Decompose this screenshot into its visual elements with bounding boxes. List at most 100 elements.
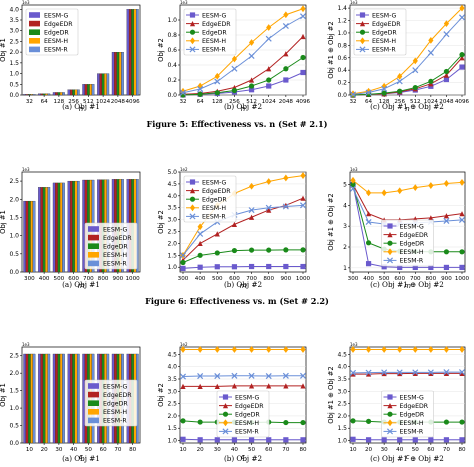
y-tick-label: 4.0 bbox=[337, 364, 347, 371]
legend-label: EESM-G bbox=[202, 12, 227, 19]
bar bbox=[25, 200, 29, 273]
data-point bbox=[458, 216, 466, 223]
data-point bbox=[443, 72, 450, 78]
bar bbox=[28, 200, 31, 273]
y-axis-label: Obj #1 ⊕ Obj #2 bbox=[327, 21, 335, 78]
bar bbox=[47, 353, 51, 444]
y-tick-label: 1.2 bbox=[337, 18, 347, 25]
data-point bbox=[266, 437, 272, 443]
data-point bbox=[266, 66, 272, 72]
legend-label: EESM-H bbox=[44, 38, 68, 45]
data-point bbox=[427, 369, 434, 376]
data-point bbox=[231, 372, 238, 379]
legend-label: EESM-H bbox=[103, 252, 127, 259]
data-point bbox=[283, 346, 289, 353]
y-tick-label: 2.0 bbox=[337, 413, 347, 420]
bar bbox=[38, 93, 41, 96]
legend-swatch bbox=[88, 260, 99, 267]
bar bbox=[99, 73, 103, 96]
x-tick-label: 300 bbox=[178, 276, 189, 282]
x-tick-label: 4096 bbox=[296, 99, 311, 105]
data-point bbox=[412, 264, 418, 271]
legend-marker bbox=[387, 403, 393, 409]
data-point bbox=[299, 372, 307, 379]
legend-label: EESM-G bbox=[372, 12, 397, 19]
chart-panel: 1e2 1.0 1.5 2.0 2.5 3.0 3.5 4.0 4.5 Obj #2 c 10 20 30… bbox=[157, 342, 307, 461]
x-tick-label: 1000 bbox=[126, 276, 141, 282]
y-tick-label: 4 bbox=[343, 202, 347, 209]
bar bbox=[47, 93, 51, 96]
chart-panel: 1e3 0.0 0.2 0.4 0.6 0.8 1.0 Obj #2 n 32 64 128 256 51… bbox=[157, 0, 311, 113]
data-point bbox=[443, 217, 450, 224]
data-point bbox=[248, 77, 255, 83]
data-point bbox=[299, 13, 307, 20]
bar bbox=[97, 73, 100, 96]
bar bbox=[114, 52, 117, 96]
data-point bbox=[180, 346, 186, 353]
legend-marker bbox=[189, 46, 196, 53]
data-point bbox=[459, 211, 465, 217]
data-point bbox=[180, 418, 186, 424]
legend-swatch bbox=[88, 234, 99, 241]
data-point bbox=[397, 72, 403, 80]
bar bbox=[77, 180, 80, 273]
x-tick-label: 400 bbox=[195, 276, 206, 282]
data-point bbox=[214, 383, 220, 389]
data-point bbox=[179, 89, 187, 96]
x-tick-label: 40 bbox=[396, 447, 404, 453]
y-tick-label: 4.0 bbox=[167, 364, 177, 371]
legend-marker bbox=[222, 403, 229, 409]
series-line bbox=[353, 372, 462, 375]
x-tick-label: 20 bbox=[41, 447, 49, 453]
x-axis-label: m bbox=[404, 282, 411, 290]
data-point bbox=[428, 370, 434, 376]
legend-marker bbox=[189, 179, 196, 185]
x-tick-label: 2048 bbox=[439, 99, 454, 105]
data-point bbox=[197, 264, 203, 270]
data-point bbox=[350, 418, 356, 424]
x-tick-label: 30 bbox=[214, 447, 222, 453]
y-tick-label: 3.0 bbox=[167, 217, 177, 224]
data-point bbox=[459, 370, 465, 376]
data-point bbox=[300, 69, 306, 76]
x-axis-label: m bbox=[78, 282, 85, 290]
x-tick-label: 70 bbox=[114, 447, 122, 453]
data-point bbox=[365, 218, 372, 226]
data-point bbox=[381, 90, 387, 96]
legend-label: EESM-G bbox=[202, 179, 227, 186]
legend-label: EdgeDR bbox=[400, 241, 425, 248]
y-tick-label: 0.8 bbox=[337, 42, 347, 49]
x-tick-label: 600 bbox=[394, 276, 405, 282]
y-tick-label: 0.2 bbox=[337, 80, 347, 87]
y-tick-label: 1.5 bbox=[167, 425, 177, 432]
bar bbox=[104, 73, 107, 96]
data-point bbox=[459, 419, 465, 425]
legend-swatch bbox=[88, 383, 99, 389]
bar bbox=[89, 84, 93, 96]
chart-panel: 1e3 0.0 0.5 1.0 1.5 2.0 2.5 3.0 3.5 4.0 Obj #1 n 32 6… bbox=[0, 0, 141, 113]
data-point bbox=[283, 383, 289, 389]
axis-offset-text: 1e3 bbox=[350, 0, 358, 5]
data-point bbox=[248, 83, 255, 89]
legend-marker bbox=[387, 248, 393, 256]
y-tick-label: 2.0 bbox=[9, 49, 19, 56]
data-point bbox=[283, 77, 289, 83]
bar bbox=[23, 94, 26, 96]
bar bbox=[84, 84, 88, 96]
data-point bbox=[300, 195, 306, 201]
data-point bbox=[350, 371, 356, 377]
y-tick-label: 4.0 bbox=[9, 6, 19, 13]
data-point bbox=[197, 85, 204, 93]
y-tick-label: 2.5 bbox=[9, 353, 19, 360]
data-point bbox=[381, 82, 387, 90]
legend-label: EESM-H bbox=[400, 249, 424, 256]
y-tick-label: 1.5 bbox=[9, 214, 19, 221]
x-tick-label: 900 bbox=[441, 276, 452, 282]
data-point bbox=[365, 369, 372, 376]
bar bbox=[52, 353, 56, 444]
x-tick-label: 10 bbox=[26, 447, 34, 453]
bar bbox=[30, 200, 34, 273]
x-tick-label: 700 bbox=[246, 276, 257, 282]
